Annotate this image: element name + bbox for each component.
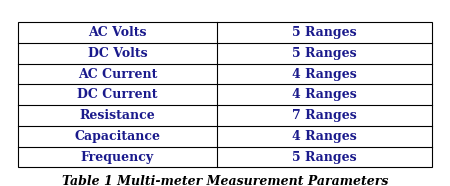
Text: Resistance: Resistance xyxy=(80,109,155,122)
Text: DC Current: DC Current xyxy=(77,88,158,101)
Text: 5 Ranges: 5 Ranges xyxy=(292,26,357,39)
Text: AC Volts: AC Volts xyxy=(88,26,147,39)
Text: Table 1 Multi-meter Measurement Parameters: Table 1 Multi-meter Measurement Paramete… xyxy=(62,175,388,186)
Text: 4 Ranges: 4 Ranges xyxy=(292,88,357,101)
Text: 4 Ranges: 4 Ranges xyxy=(292,130,357,143)
Bar xyxy=(18,22,432,167)
Text: 7 Ranges: 7 Ranges xyxy=(292,109,357,122)
Text: Capacitance: Capacitance xyxy=(74,130,160,143)
Text: 4 Ranges: 4 Ranges xyxy=(292,68,357,81)
Text: 5 Ranges: 5 Ranges xyxy=(292,150,357,163)
Text: DC Volts: DC Volts xyxy=(88,47,147,60)
Text: 5 Ranges: 5 Ranges xyxy=(292,47,357,60)
Text: AC Current: AC Current xyxy=(78,68,157,81)
Text: Frequency: Frequency xyxy=(81,150,154,163)
